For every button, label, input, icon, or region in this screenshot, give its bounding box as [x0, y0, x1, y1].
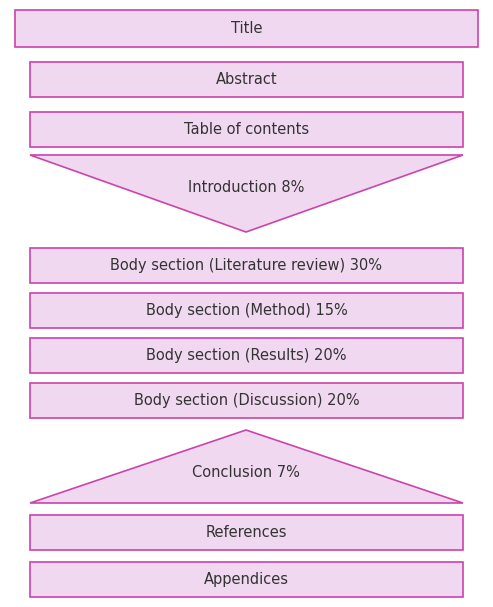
Text: Conclusion 7%: Conclusion 7% — [192, 465, 300, 480]
FancyBboxPatch shape — [30, 248, 463, 283]
Polygon shape — [30, 430, 463, 503]
Text: Table of contents: Table of contents — [184, 122, 309, 137]
Text: Body section (Results) 20%: Body section (Results) 20% — [146, 348, 347, 363]
Text: Body section (Literature review) 30%: Body section (Literature review) 30% — [110, 258, 383, 273]
FancyBboxPatch shape — [30, 338, 463, 373]
FancyBboxPatch shape — [30, 562, 463, 597]
Text: Appendices: Appendices — [204, 572, 289, 587]
FancyBboxPatch shape — [30, 112, 463, 147]
Text: References: References — [206, 525, 287, 540]
Text: Body section (Method) 15%: Body section (Method) 15% — [145, 303, 348, 318]
Text: Title: Title — [231, 21, 262, 36]
Polygon shape — [30, 155, 463, 232]
FancyBboxPatch shape — [30, 293, 463, 328]
FancyBboxPatch shape — [30, 515, 463, 550]
FancyBboxPatch shape — [30, 383, 463, 418]
FancyBboxPatch shape — [30, 62, 463, 97]
FancyBboxPatch shape — [15, 10, 478, 47]
Text: Introduction 8%: Introduction 8% — [188, 180, 304, 195]
Text: Body section (Discussion) 20%: Body section (Discussion) 20% — [134, 393, 359, 408]
Text: Abstract: Abstract — [216, 72, 277, 87]
